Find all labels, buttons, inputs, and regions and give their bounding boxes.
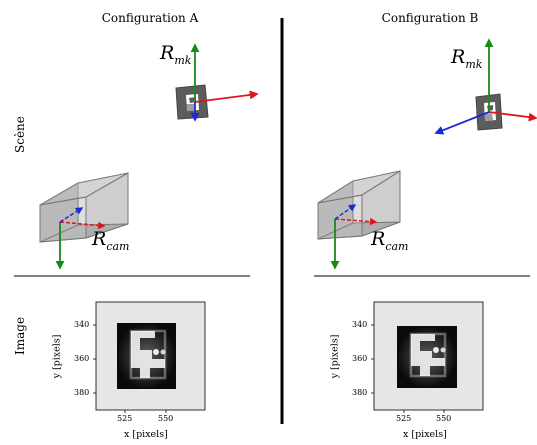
ytick-360-a: 360 (74, 354, 90, 363)
xlabel-b: x [pixels] (403, 429, 447, 440)
xtick-525-b: 525 (396, 414, 412, 423)
camera-frustum-b (317, 170, 401, 270)
xtick-550-a: 550 (158, 414, 174, 423)
ytick-340-b: 340 (352, 320, 368, 329)
xtick-525-a: 525 (117, 414, 133, 423)
camera-frame-label-a: Rcam (92, 228, 130, 253)
marker-frame-b (434, 38, 537, 135)
ytick-340-a: 340 (74, 320, 90, 329)
ylabel-b: y [pixels] (329, 334, 341, 379)
marker-x-axis-a (194, 90, 259, 103)
camera-x-axis-b (334, 217, 378, 226)
marker-frame-a (175, 43, 259, 122)
marker-frame-label-a: Rmk (160, 42, 192, 67)
ytick-380-b: 380 (352, 388, 368, 397)
image-panel-b (371, 301, 484, 413)
camera-frustum-a (39, 172, 129, 270)
marker-x-axis-b (488, 111, 537, 122)
camera-x-axis-a (59, 221, 106, 230)
camera-z-axis-a (59, 207, 84, 223)
image-panel-a (93, 301, 206, 413)
camera-z-axis-b (334, 204, 357, 220)
config-a-title: Configuration A (101, 11, 199, 25)
xtick-550-b: 550 (436, 414, 452, 423)
camera-frame-label-b: Rcam (371, 228, 409, 253)
marker-z-axis-b (434, 111, 490, 135)
ytick-380-a: 380 (74, 388, 90, 397)
ytick-360-b: 360 (352, 354, 368, 363)
config-b-title: Configuration B (381, 11, 479, 25)
marker-frame-label-b: Rmk (451, 46, 483, 71)
ylabel-a: y [pixels] (51, 334, 63, 379)
xlabel-a: x [pixels] (124, 429, 168, 440)
